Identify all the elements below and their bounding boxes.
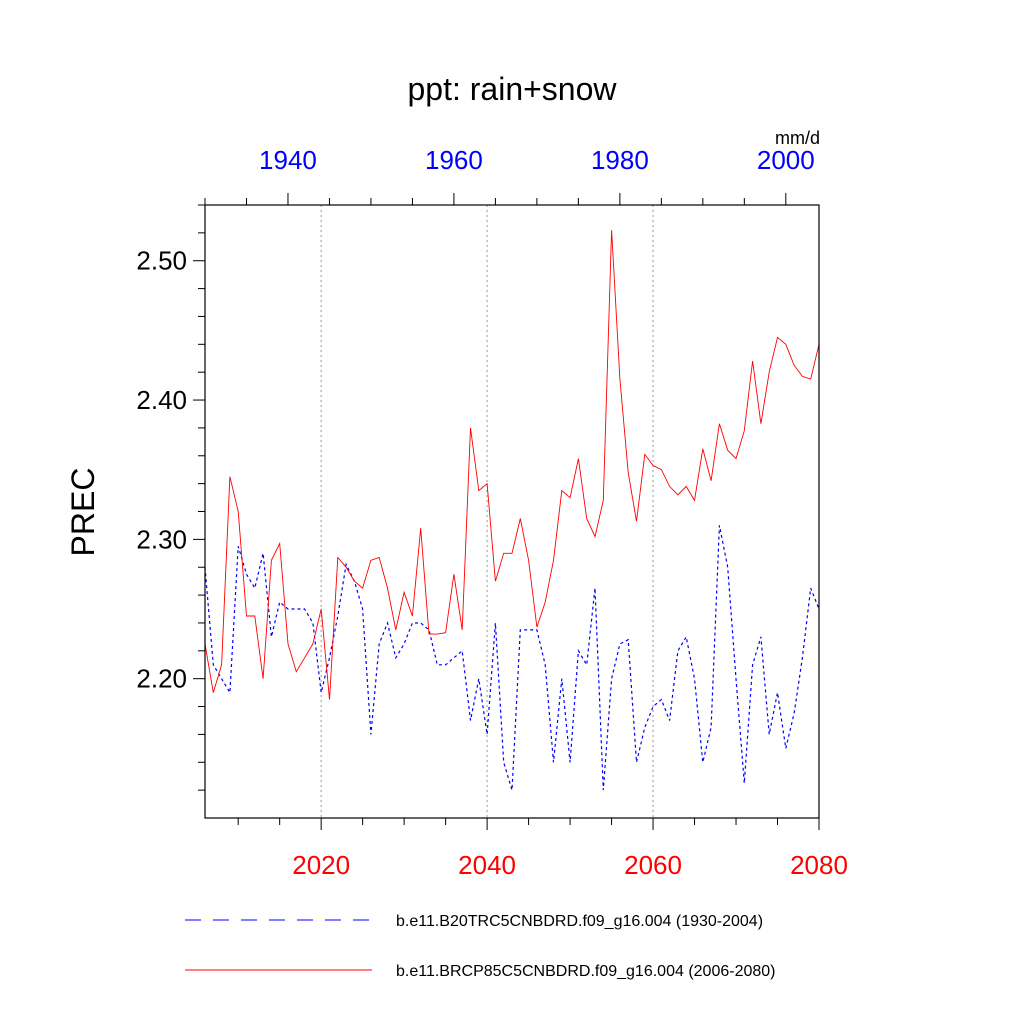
x-bottom-tick-label-1: 2040 xyxy=(458,850,516,880)
legend-label-blue: b.e11.B20TRC5CNBDRD.f09_g16.004 (1930-20… xyxy=(396,913,763,930)
x-bottom-tick-label-2: 2060 xyxy=(624,850,682,880)
legend: b.e11.B20TRC5CNBDRD.f09_g16.004 (1930-20… xyxy=(185,913,775,980)
series-line-1 xyxy=(204,230,820,700)
y-tick-label-2: 2.40 xyxy=(136,385,187,415)
y-tick-label-1: 2.30 xyxy=(136,524,187,554)
chart-title: ppt: rain+snow xyxy=(407,71,617,107)
x-top-tick-label-2: 1980 xyxy=(591,145,649,175)
x-top-tick-label-3: 2000 xyxy=(757,145,815,175)
x-bottom-tick-label-3: 2080 xyxy=(790,850,848,880)
plot-frame xyxy=(204,204,820,819)
x-top-tick-label-1: 1960 xyxy=(425,145,483,175)
y-axis-label: PREC xyxy=(65,468,101,557)
series-line-0 xyxy=(204,525,820,791)
y-tick-label-3: 2.50 xyxy=(136,246,187,276)
y-tick-label-0: 2.20 xyxy=(136,664,187,694)
x-axis-ticks: 2020 2040 2060 2080 1940 1960 1980 2000 xyxy=(204,145,848,880)
vertical-gridlines xyxy=(320,205,654,818)
x-top-tick-label-0: 1940 xyxy=(259,145,317,175)
units-label: mm/d xyxy=(775,128,820,148)
y-axis-ticks: 2.20 2.30 2.40 2.50 xyxy=(136,204,205,791)
x-bottom-tick-label-0: 2020 xyxy=(292,850,350,880)
legend-label-red: b.e11.BRCP85C5CNBDRD.f09_g16.004 (2006-2… xyxy=(396,963,775,980)
series-lines xyxy=(204,230,820,791)
